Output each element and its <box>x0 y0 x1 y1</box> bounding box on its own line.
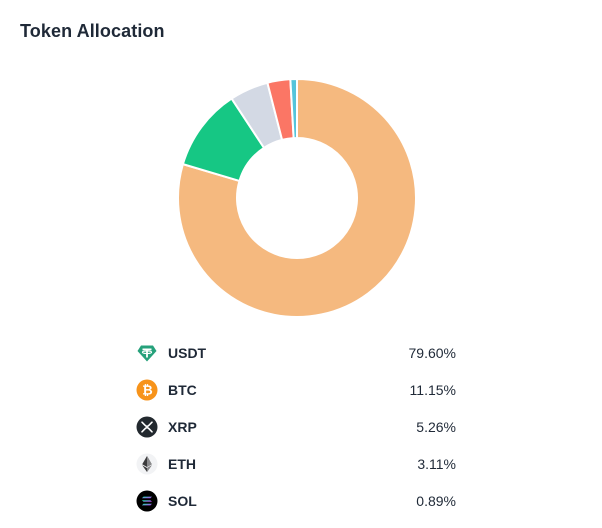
legend-item-btc: ₿ BTC 11.15% <box>136 371 456 408</box>
ethereum-icon <box>136 453 158 475</box>
legend-value: 3.11% <box>417 455 456 472</box>
tether-icon <box>136 342 158 364</box>
legend-item-eth: ETH 3.11% <box>136 445 456 482</box>
legend-label: BTC <box>168 381 197 398</box>
donut-slice-sol[interactable] <box>289 78 298 140</box>
legend-value: 5.26% <box>416 418 456 435</box>
legend-label: XRP <box>168 418 197 435</box>
svg-text:₿: ₿ <box>142 383 153 398</box>
legend-item-xrp: XRP 5.26% <box>136 408 456 445</box>
legend-value: 79.60% <box>408 344 456 361</box>
chart-legend: USDT 79.60% ₿ BTC 11.15% XRP 5.2 <box>136 334 456 519</box>
bitcoin-icon: ₿ <box>136 379 158 401</box>
legend-label: SOL <box>168 492 197 509</box>
legend-item-usdt: USDT 79.60% <box>136 334 456 371</box>
legend-value: 11.15% <box>409 381 456 398</box>
solana-icon <box>136 490 158 512</box>
legend-label: USDT <box>168 344 207 361</box>
donut-slice-usdt[interactable] <box>177 78 417 318</box>
legend-item-sol: SOL 0.89% <box>136 482 456 519</box>
page-title: Token Allocation <box>20 21 165 41</box>
xrp-icon <box>136 416 158 438</box>
token-allocation-donut-chart <box>177 78 417 318</box>
legend-label: ETH <box>168 455 196 472</box>
legend-value: 0.89% <box>416 492 456 509</box>
